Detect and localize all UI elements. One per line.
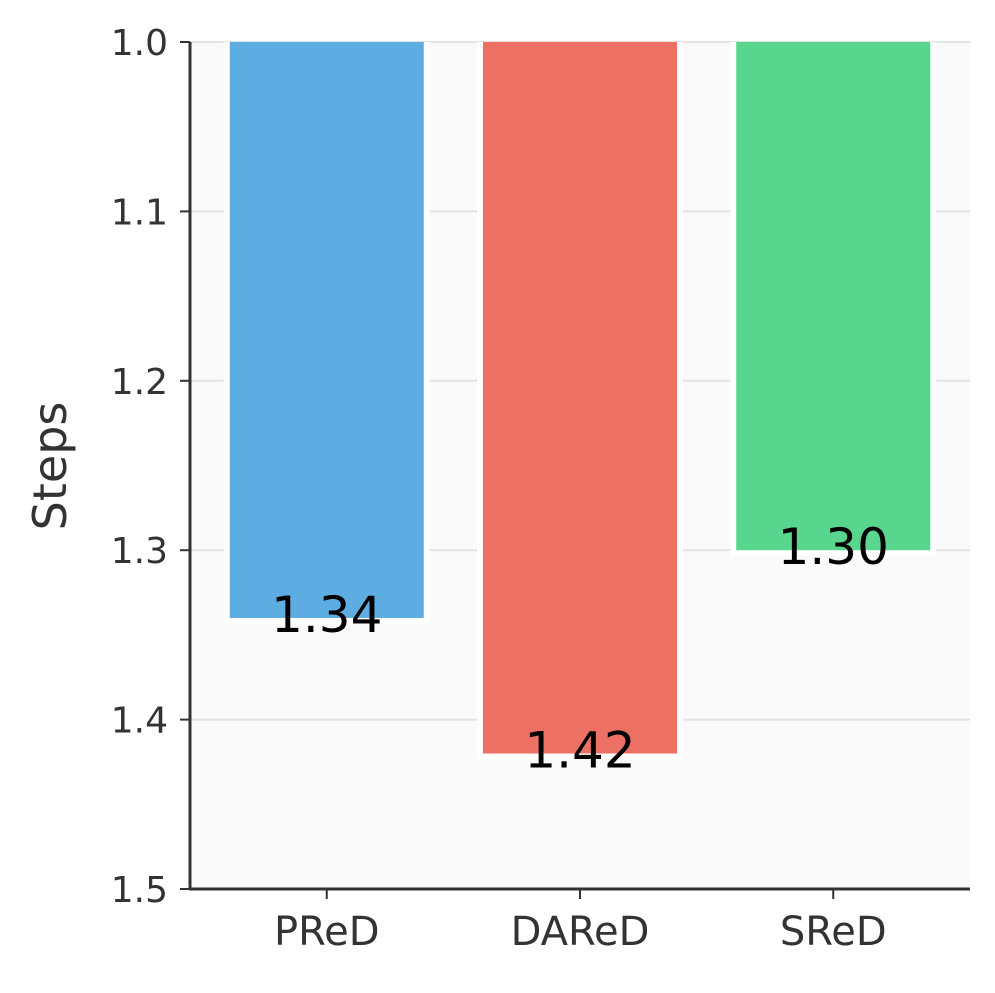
x-tick-label: SReD — [780, 909, 887, 955]
y-tick-label: 1.5 — [111, 870, 168, 911]
x-tick-label: DAReD — [511, 909, 650, 955]
y-tick-label: 1.1 — [111, 192, 168, 233]
axes — [180, 41, 970, 899]
y-tick-label: 1.4 — [111, 701, 168, 742]
data-labels: 1.34 1.42 1.30 — [271, 518, 889, 779]
y-tick-label: 1.0 — [111, 23, 168, 64]
x-tick-label: PReD — [274, 909, 380, 955]
y-tick-label: 1.2 — [111, 362, 168, 403]
data-label: 1.42 — [524, 721, 635, 779]
data-label: 1.30 — [778, 518, 889, 576]
bars — [223, 42, 937, 760]
y-axis-label: Steps — [23, 402, 77, 531]
bar-pred — [229, 42, 424, 618]
bar-sred — [736, 42, 931, 551]
y-tick-label: 1.3 — [111, 531, 168, 572]
y-tick-labels: 1.0 1.1 1.2 1.3 1.4 1.5 — [111, 23, 168, 911]
data-label: 1.34 — [271, 586, 382, 644]
x-tick-labels: PReD DAReD SReD — [274, 909, 887, 955]
bar-dared — [483, 42, 677, 754]
